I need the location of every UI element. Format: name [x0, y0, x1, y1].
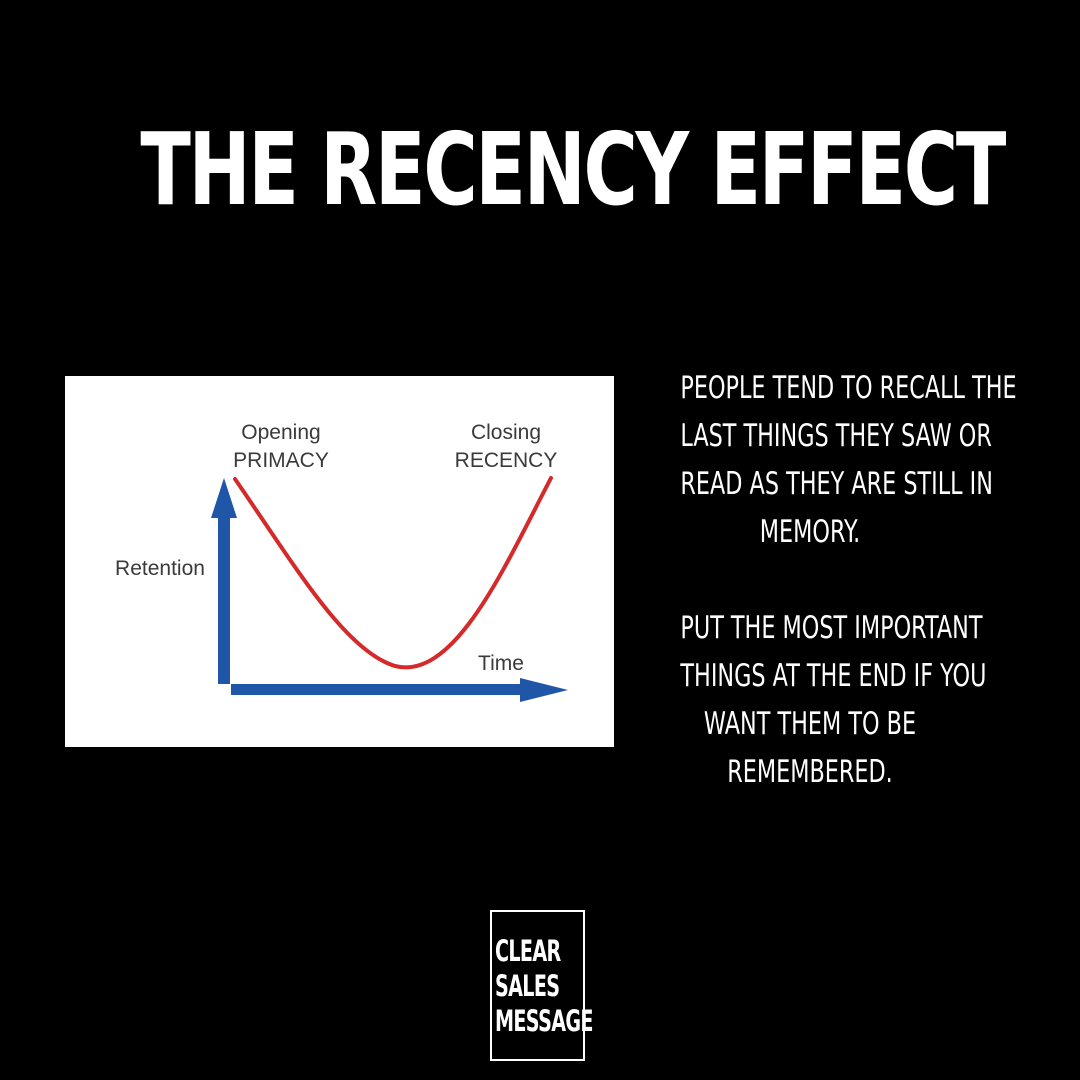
opening-label: Opening [241, 421, 320, 444]
text-line: READ AS THEY ARE STILL IN [680, 466, 993, 502]
retention-axis-label: Retention [115, 557, 205, 580]
explanation-paragraph-1: PEOPLE TEND TO RECALL THE LAST THINGS TH… [680, 364, 1016, 556]
text-line: THINGS AT THE END IF YOU [680, 658, 987, 694]
explanation-text: PEOPLE TEND TO RECALL THE LAST THINGS TH… [630, 364, 1016, 796]
text-line: LAST THINGS THEY SAW OR [680, 418, 992, 454]
retention-curve [233, 476, 553, 670]
logo-wordmark: CLEAR SALES MESSAGE [495, 934, 593, 1039]
time-axis-arrowhead [520, 678, 568, 702]
recency-curve-svg: Opening PRIMACY Closing RECENCY Retentio… [115, 421, 568, 702]
text-line: WANT THEM TO BE [703, 706, 917, 742]
text-line: REMEMBERED. [727, 754, 893, 790]
logo-line: MESSAGE [495, 1004, 593, 1038]
retention-axis [218, 504, 230, 684]
time-axis [231, 684, 531, 695]
text-line: MEMORY. [759, 514, 861, 550]
text-line: PUT THE MOST IMPORTANT [680, 610, 983, 646]
primacy-label: PRIMACY [233, 449, 329, 472]
page-title: THE RECENCY EFFECT [140, 111, 1006, 228]
explanation-paragraph-2: PUT THE MOST IMPORTANT THINGS AT THE END… [680, 604, 986, 796]
closing-label: Closing [471, 421, 541, 444]
time-axis-label: Time [478, 652, 524, 675]
clear-sales-message-logo: CLEAR SALES MESSAGE [490, 910, 593, 1061]
recency-label: RECENCY [455, 449, 558, 472]
logo-line: CLEAR [495, 934, 561, 968]
retention-axis-arrowhead [211, 478, 237, 518]
recency-diagram: Opening PRIMACY Closing RECENCY Retentio… [65, 376, 614, 747]
text-line: PEOPLE TEND TO RECALL THE [680, 370, 1017, 406]
logo-line: SALES [495, 969, 560, 1003]
